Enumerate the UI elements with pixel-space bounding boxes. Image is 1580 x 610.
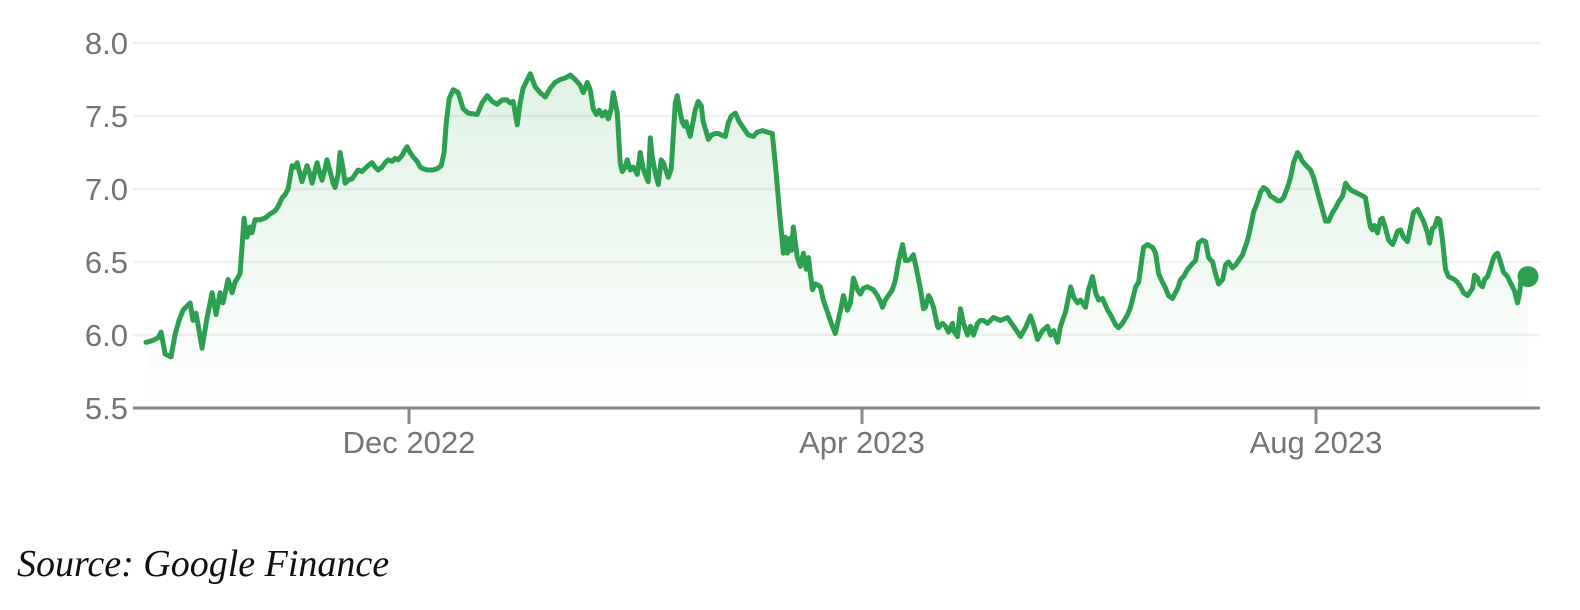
last-price-dot xyxy=(1517,266,1539,288)
y-axis-label: 6.0 xyxy=(85,318,128,353)
y-axis-label: 8.0 xyxy=(85,26,128,61)
x-axis-label: Dec 2022 xyxy=(343,425,476,460)
x-axis-label: Apr 2023 xyxy=(799,425,925,460)
y-axis-label: 7.0 xyxy=(85,172,128,207)
y-axis-label: 5.5 xyxy=(85,391,128,426)
chart-area-fill xyxy=(146,73,1528,408)
price-line xyxy=(143,71,1531,360)
y-axis-label: 7.5 xyxy=(85,99,128,134)
x-axis-label: Aug 2023 xyxy=(1250,425,1383,460)
source-caption: Source: Google Finance xyxy=(17,543,390,585)
y-axis-label: 6.5 xyxy=(85,245,128,280)
price-chart: 8.0 7.5 7.0 6.5 6.0 5.5 Dec 2022 Apr 2023 Aug 20… xyxy=(85,26,1540,460)
